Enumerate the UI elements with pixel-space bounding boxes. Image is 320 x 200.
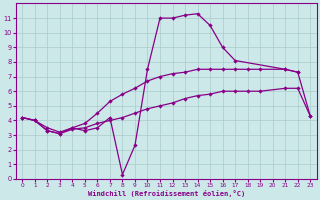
X-axis label: Windchill (Refroidissement éolien,°C): Windchill (Refroidissement éolien,°C) bbox=[88, 190, 245, 197]
